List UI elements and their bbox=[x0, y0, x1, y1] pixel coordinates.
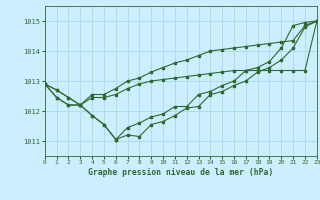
X-axis label: Graphe pression niveau de la mer (hPa): Graphe pression niveau de la mer (hPa) bbox=[88, 168, 273, 177]
